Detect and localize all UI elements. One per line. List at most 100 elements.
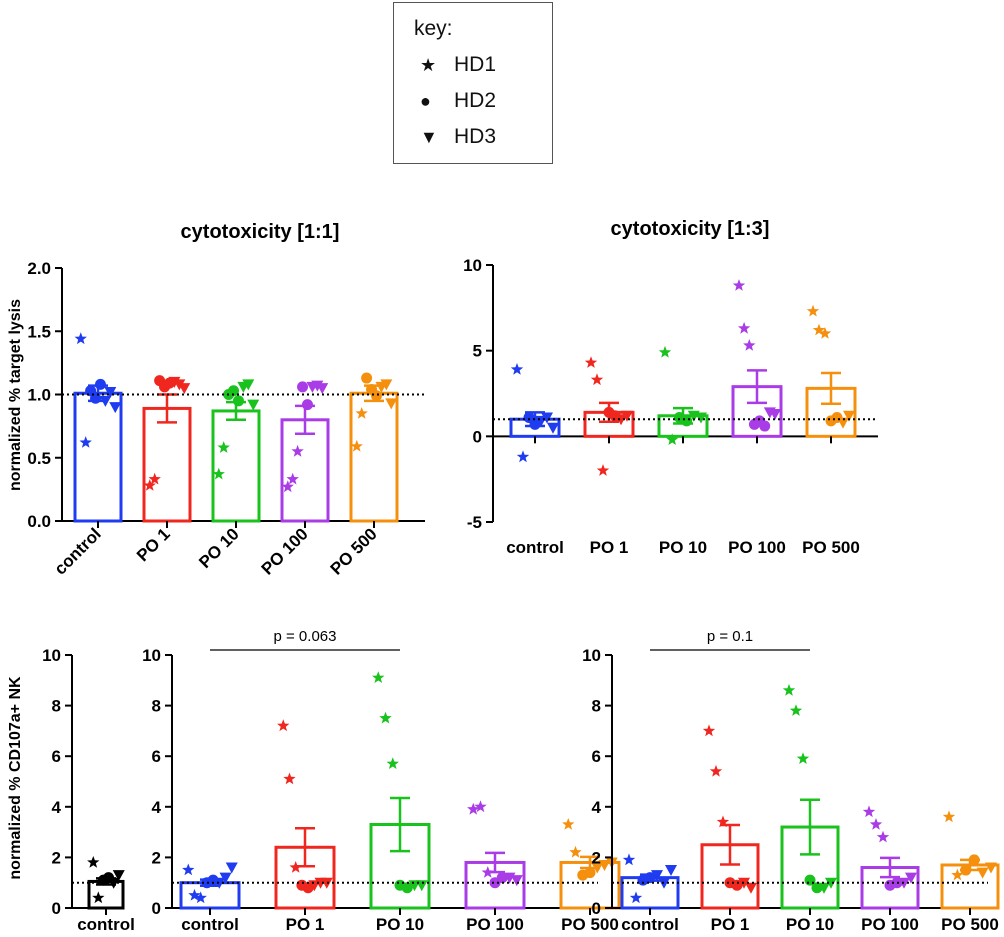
hd2-circle-point — [228, 385, 240, 397]
hd1-star-point — [629, 891, 643, 904]
hd1-star-point — [869, 818, 883, 830]
hd2-circle-point — [302, 882, 314, 894]
hd1-star-point — [474, 800, 487, 813]
hd1-star-point — [212, 467, 225, 480]
x-tick-label: PO 500 — [941, 915, 999, 934]
x-tick-label: PO 500 — [327, 524, 381, 578]
hd1-star-point — [862, 805, 876, 818]
hd3-triangle-point — [905, 872, 917, 884]
y-tick-label: 2 — [592, 848, 601, 867]
hd1-star-point — [286, 472, 299, 485]
hd3-triangle-point — [316, 383, 329, 395]
legend-item-hd1: ★ HD1 — [420, 53, 496, 79]
hd1-star-point — [622, 853, 636, 866]
hd3-triangle-point — [837, 417, 849, 429]
hd3-triangle-point — [818, 882, 830, 894]
hd1-star-point — [569, 845, 582, 858]
hd1-star-point — [789, 704, 803, 716]
hd1-star-point — [702, 724, 716, 737]
y-tick-label: 10 — [463, 256, 482, 275]
legend-label: HD2 — [454, 89, 497, 112]
p-value-annotation: p = 0.063 — [274, 628, 337, 645]
hd2-circle-point — [94, 378, 106, 390]
x-tick-label: PO 10 — [659, 538, 707, 557]
hd1-star-point — [350, 439, 363, 452]
y-tick-label: 8 — [52, 697, 61, 716]
legend-item-hd3: ▼ HD3 — [420, 125, 496, 151]
x-tick-label: control — [51, 524, 105, 578]
hd1-star-point — [74, 332, 87, 345]
x-tick-label: PO 100 — [258, 524, 312, 578]
hd1-star-point — [738, 321, 751, 334]
y-tick-label: 0 — [473, 427, 482, 446]
x-tick-label: control — [506, 538, 564, 557]
x-tick-label: control — [181, 915, 239, 934]
hd3-triangle-point — [665, 865, 677, 877]
hd2-circle-point — [361, 372, 373, 384]
hd1-star-point — [716, 815, 730, 828]
hd1-star-point — [510, 363, 524, 375]
hd1-star-point — [188, 888, 201, 901]
hd1-star-point — [806, 304, 820, 317]
hd1-star-point — [942, 810, 956, 823]
hd1-star-point — [796, 752, 810, 764]
x-tick-label: PO 1 — [711, 915, 750, 934]
hd1-star-point — [277, 719, 290, 732]
hd1-star-point — [658, 345, 672, 358]
y-tick-label: 8 — [152, 697, 161, 716]
hd1-star-point — [876, 830, 890, 843]
hd3-triangle-point — [380, 379, 393, 391]
hd3-triangle-point — [178, 383, 191, 395]
y-tick-label: 0.5 — [27, 449, 51, 468]
x-tick-label: PO 1 — [133, 524, 174, 565]
hd3-triangle-point — [985, 862, 997, 874]
hd3-triangle-point — [547, 422, 559, 434]
hd1-star-point — [709, 764, 723, 777]
hd1-star-point — [87, 856, 100, 868]
hd1-star-point — [148, 472, 161, 485]
legend-title: key: — [414, 17, 453, 40]
hd3-triangle-point — [225, 862, 238, 874]
x-tick-label: PO 100 — [466, 915, 524, 934]
hd3-triangle-point — [510, 875, 523, 887]
hd3-triangle-point — [621, 410, 633, 422]
hd1-star-point — [666, 433, 679, 445]
x-tick-label: PO 1 — [286, 915, 325, 934]
hd1-star-point — [182, 863, 195, 876]
y-tick-label: 6 — [52, 747, 61, 766]
hd3-triangle-point — [745, 882, 757, 894]
bar — [73, 391, 123, 523]
hd2-circle-point — [232, 395, 244, 407]
y-axis-label: normalized % target lysis — [7, 299, 24, 491]
x-tick-label: control — [621, 915, 679, 934]
hd1-star-point — [812, 323, 826, 336]
x-tick-label: PO 1 — [590, 538, 629, 557]
hd1-star-point — [92, 891, 105, 904]
chart-title: cytotoxicity [1:1] — [181, 221, 340, 243]
hd3-triangle-point — [843, 410, 855, 422]
legend-item-hd2: ● HD2 — [420, 89, 496, 115]
y-tick-label: 2.0 — [27, 259, 51, 278]
hd2-circle-point — [584, 867, 596, 879]
hd3-triangle-point — [695, 412, 707, 424]
x-tick-label: PO 500 — [802, 538, 860, 557]
hd3-triangle-point — [615, 414, 627, 426]
hd3-triangle-point — [598, 859, 611, 871]
hd1-star-point — [562, 818, 575, 830]
hd1-star-point — [732, 279, 746, 291]
y-axis-label: normalized % CD107a+ NK — [7, 676, 24, 880]
hd1-star-point — [782, 683, 796, 696]
hd1-star-point — [516, 450, 530, 463]
x-tick-label: control — [77, 915, 135, 934]
hd3-triangle-point — [247, 399, 260, 411]
y-tick-label: 4 — [592, 798, 602, 817]
hd3-triangle-point — [541, 412, 553, 424]
y-tick-label: 0 — [152, 899, 161, 918]
y-tick-label: 4 — [52, 798, 62, 817]
bar — [280, 418, 330, 523]
hd2-circle-point — [90, 392, 102, 404]
y-tick-label: 10 — [582, 646, 601, 665]
hd2-circle-point — [297, 381, 309, 393]
y-tick-label: 0 — [592, 899, 601, 918]
y-tick-label: 1.0 — [27, 386, 51, 405]
